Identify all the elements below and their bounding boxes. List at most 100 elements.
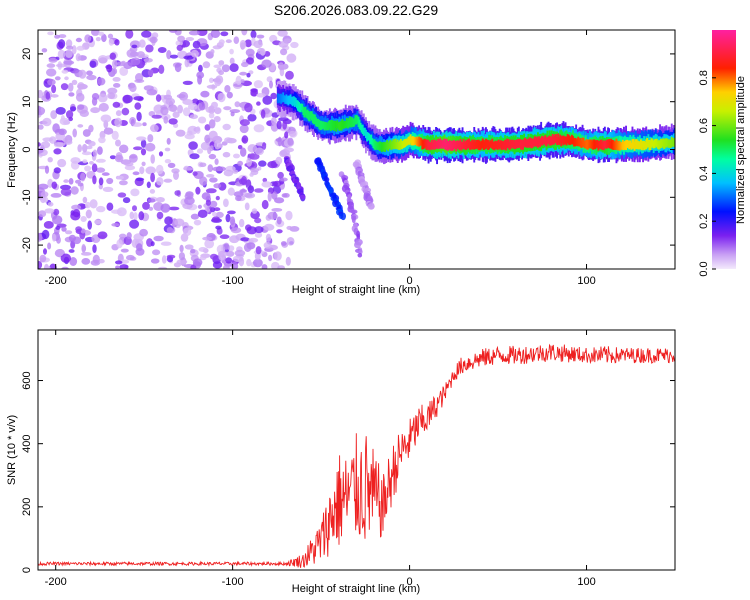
noise-blob: [226, 91, 233, 99]
ridge-segment: [288, 95, 291, 104]
noise-blob: [166, 227, 174, 233]
ridge-segment: [608, 139, 610, 148]
noise-blob: [184, 244, 194, 250]
noise-blob: [229, 63, 239, 72]
ridge-segment: [363, 127, 366, 136]
noise-blob: [210, 253, 218, 260]
noise-blob: [152, 249, 161, 256]
noise-blob: [81, 151, 92, 156]
noise-blob: [196, 30, 208, 36]
ridge-segment: [523, 138, 526, 147]
ridge-segment: [406, 138, 409, 146]
noise-blob: [209, 145, 214, 152]
ridge-segment: [279, 94, 281, 103]
noise-blob: [97, 77, 106, 86]
ridge-segment: [326, 123, 329, 130]
ridge-segment: [487, 140, 489, 150]
ridge-segment: [497, 139, 500, 149]
ridge-segment: [507, 139, 510, 148]
noise-blob: [274, 251, 282, 261]
noise-blob: [183, 167, 194, 171]
noise-blob: [217, 250, 228, 258]
noise-blob: [115, 139, 121, 147]
ridge-segment: [455, 141, 458, 152]
ridge-segment: [552, 136, 555, 145]
ridge-segment: [397, 141, 400, 150]
ridge-segment: [664, 138, 667, 148]
ridge-segment: [360, 125, 363, 133]
noise-blob: [112, 59, 118, 69]
noise-blob: [250, 30, 257, 39]
ridge-segment: [382, 142, 384, 151]
ridge-segment: [373, 139, 376, 150]
noise-blob: [246, 258, 252, 267]
noise-blob: [172, 111, 180, 118]
noise-blob: [75, 179, 82, 184]
noise-blob: [146, 181, 151, 189]
ridge-segment: [368, 133, 371, 141]
ridge-segment: [503, 141, 505, 150]
ridge-segment: [374, 140, 377, 150]
noise-blob: [276, 216, 282, 225]
noise-blob: [88, 140, 96, 147]
noise-blob: [91, 93, 100, 100]
ridge-segment: [665, 138, 668, 148]
branch-point: [351, 217, 356, 224]
ridge-segment: [419, 137, 421, 146]
noise-blob: [189, 114, 198, 120]
ridge-segment: [600, 139, 603, 150]
noise-blob: [44, 208, 55, 214]
noise-blob: [250, 167, 260, 173]
noise-blob: [212, 166, 223, 172]
ridge-segment: [343, 120, 346, 128]
ridge-segment: [446, 140, 449, 151]
noise-blob: [143, 58, 153, 63]
noise-blob: [227, 210, 236, 215]
noise-blob: [42, 117, 52, 127]
noise-blob: [90, 107, 100, 114]
noise-blob: [179, 244, 184, 253]
x-tick-label: 100: [577, 275, 595, 287]
ridge-segment: [357, 116, 360, 127]
noise-blob: [173, 171, 179, 180]
noise-blob: [143, 85, 154, 91]
noise-blob: [199, 101, 206, 111]
ridge-segment: [518, 138, 521, 147]
noise-blob: [160, 203, 171, 213]
ridge-segment: [511, 139, 514, 149]
noise-blob: [81, 252, 92, 256]
ridge-segment: [496, 140, 499, 150]
noise-blob: [240, 79, 245, 84]
ridge-segment: [301, 103, 304, 113]
noise-blob: [132, 171, 140, 176]
noise-blob: [60, 115, 65, 122]
noise-blob: [244, 202, 250, 211]
y-tick-label: 10: [21, 96, 33, 108]
ridge-segment: [578, 138, 581, 147]
noise-blob: [151, 114, 162, 119]
noise-blob: [246, 72, 251, 78]
noise-blob: [246, 157, 253, 167]
ridge-segment: [492, 141, 495, 150]
noise-blob: [240, 237, 250, 242]
ridge-segment: [414, 137, 417, 145]
noise-blob: [63, 60, 75, 65]
ridge-segment: [591, 141, 593, 149]
noise-blob: [239, 71, 248, 76]
noise-blob: [176, 94, 186, 99]
ridge-segment: [290, 96, 293, 105]
noise-blob: [101, 33, 107, 43]
noise-blob: [270, 92, 278, 100]
noise-blob: [262, 95, 273, 105]
noise-blob: [225, 257, 233, 264]
ridge-segment: [340, 120, 343, 131]
ridge-segment: [353, 118, 356, 127]
ridge-segment: [601, 142, 604, 150]
noise-blob: [163, 116, 169, 124]
ridge-segment: [391, 140, 394, 149]
ridge-segment: [631, 139, 634, 149]
ridge-segment: [476, 140, 479, 148]
noise-blob: [70, 106, 77, 112]
noise-blob: [199, 162, 207, 168]
noise-blob: [133, 146, 143, 151]
